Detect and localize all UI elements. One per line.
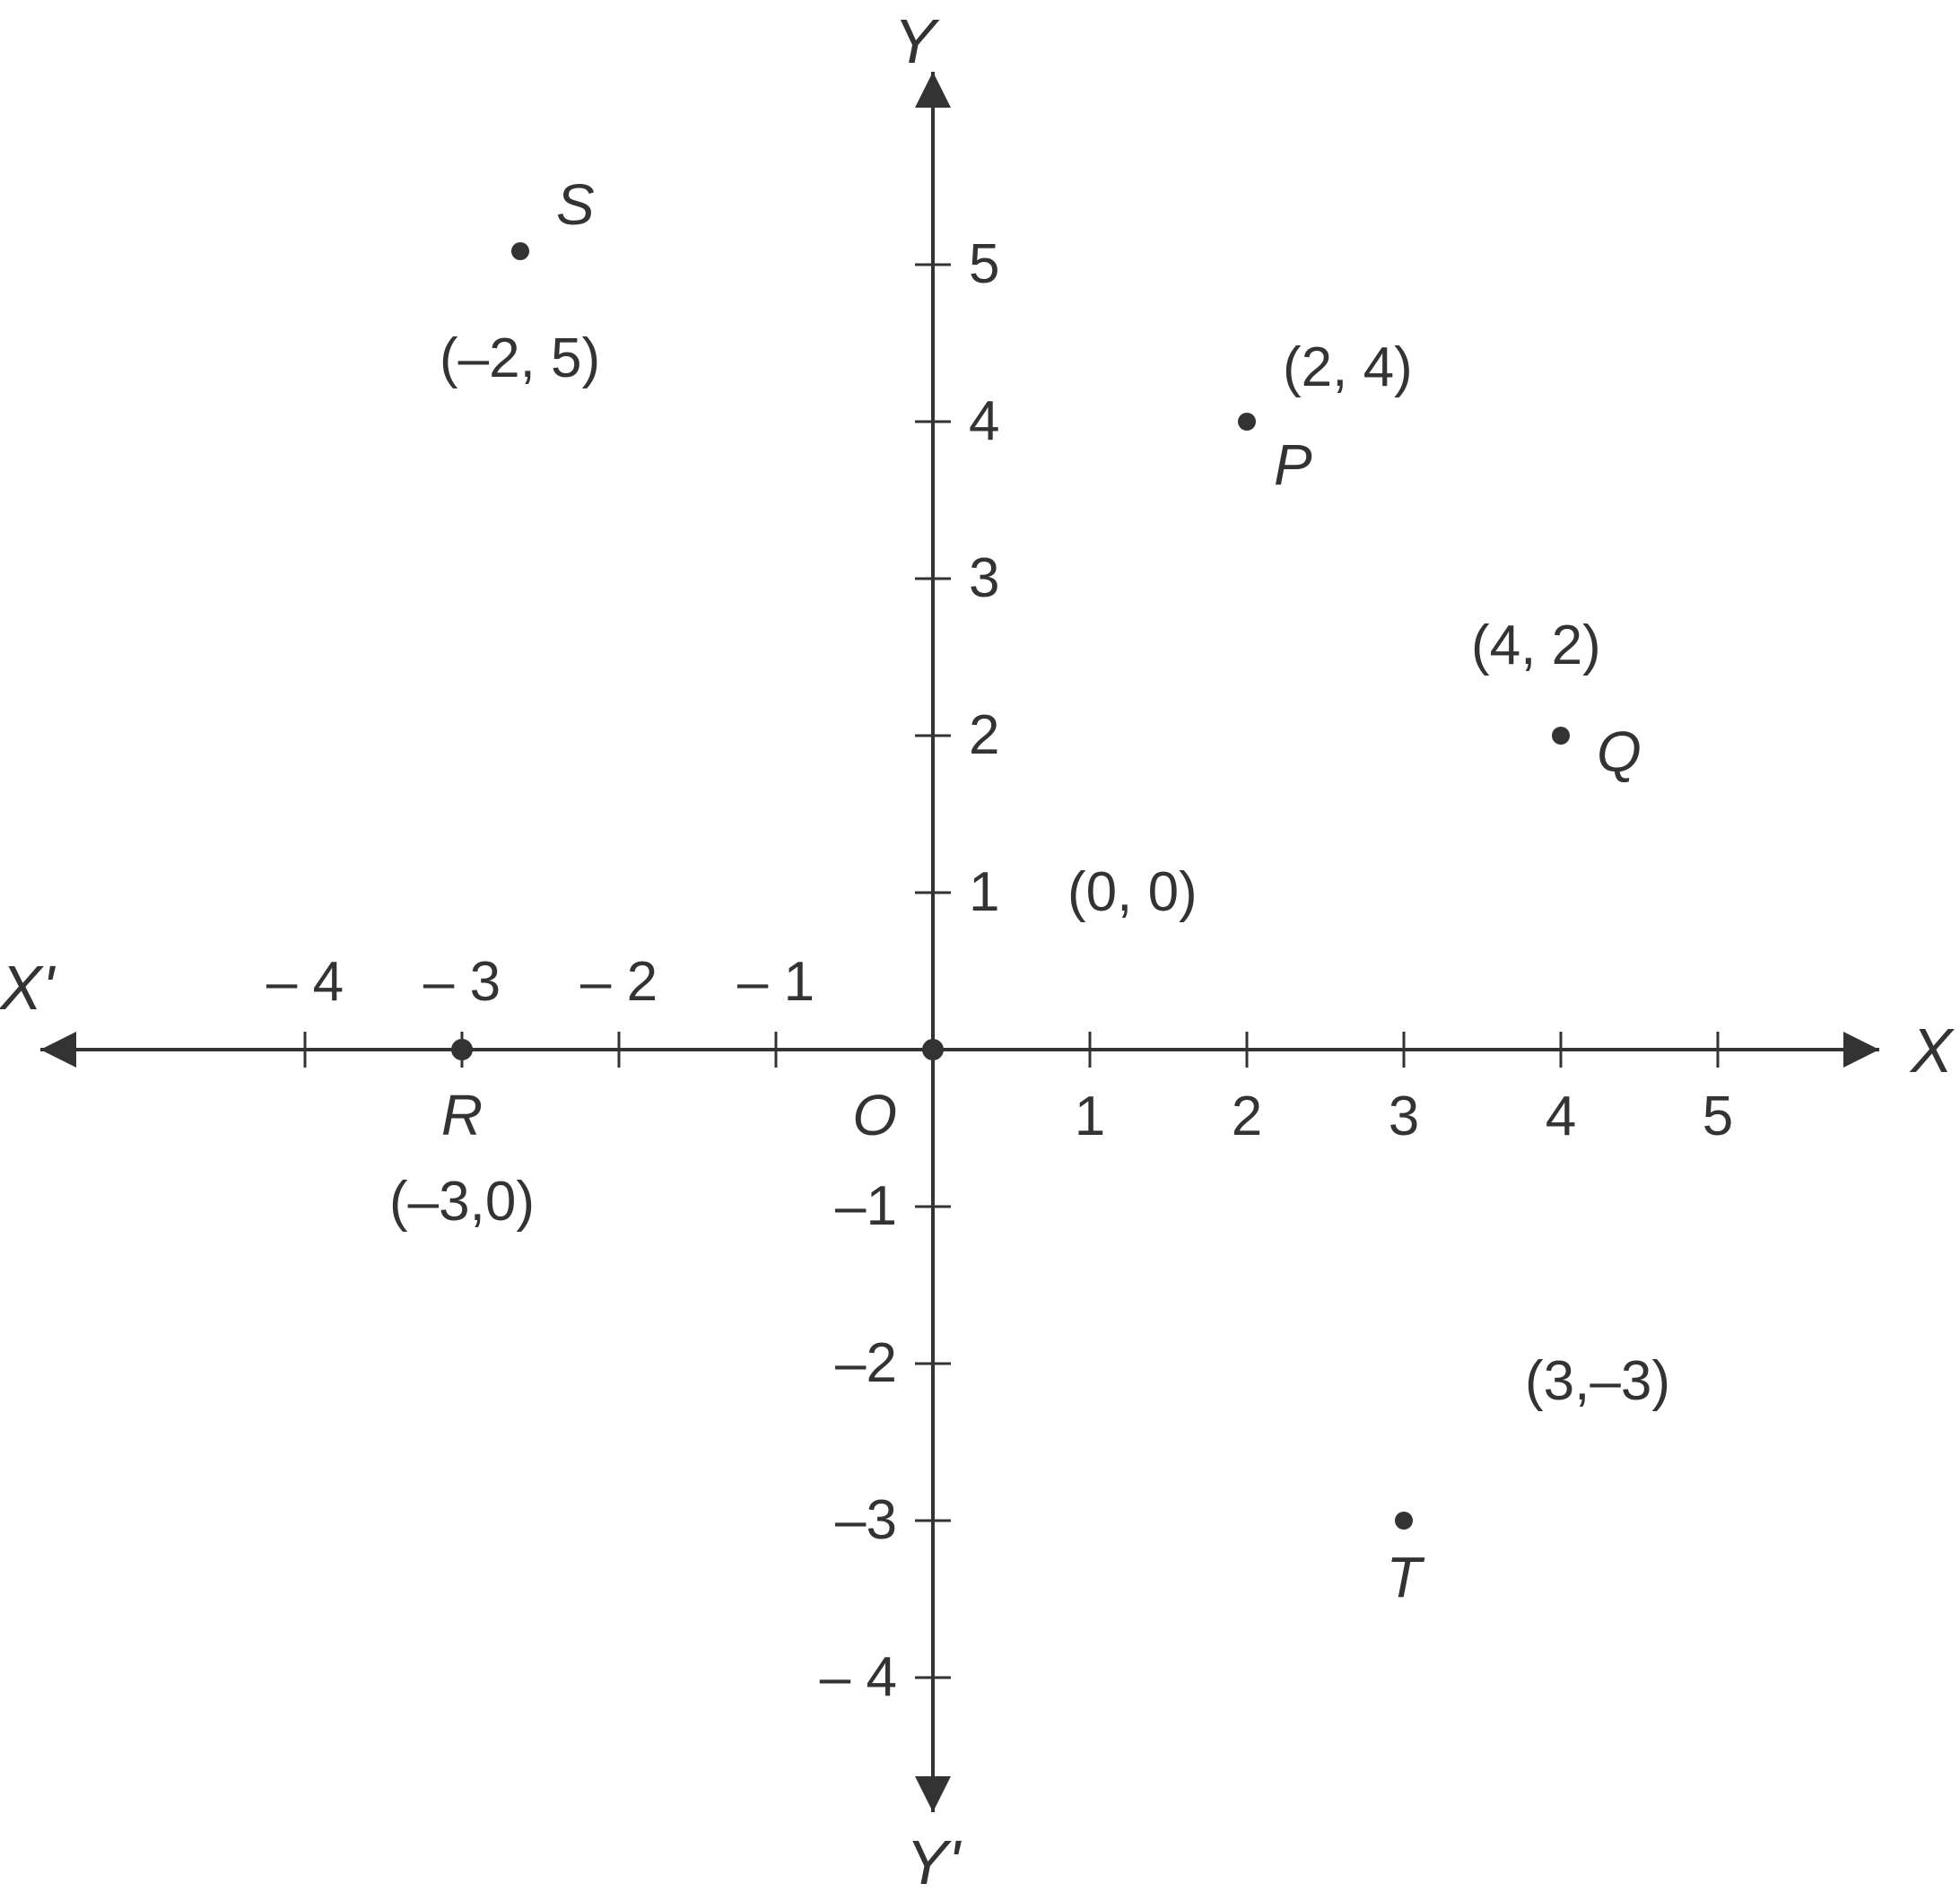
y-label-neg1: –1 bbox=[835, 1175, 897, 1237]
y-label-2: 2 bbox=[969, 704, 999, 766]
point-q-label: Q bbox=[1597, 719, 1642, 784]
origin-dot bbox=[922, 1039, 944, 1060]
y-label-neg3: –3 bbox=[835, 1489, 897, 1551]
y-label-1: 1 bbox=[969, 861, 999, 923]
point-p-label: P bbox=[1274, 432, 1312, 497]
y-axis-arrow-down bbox=[915, 1776, 951, 1812]
y-axis-label-negative: Y' bbox=[906, 1827, 963, 1888]
x-label-4: 4 bbox=[1546, 1086, 1576, 1147]
x-label-neg2: – 2 bbox=[580, 951, 658, 1013]
point-s-label: S bbox=[556, 172, 595, 237]
origin-coord-label: (0, 0) bbox=[1067, 861, 1198, 923]
x-label-2: 2 bbox=[1232, 1086, 1262, 1147]
x-label-1: 1 bbox=[1075, 1086, 1105, 1147]
y-label-4: 4 bbox=[969, 390, 999, 452]
chart-svg: 1 2 3 4 5 – 1 – 2 – 3 – 4 1 2 3 4 5 –1 –… bbox=[0, 0, 1960, 1888]
y-label-3: 3 bbox=[969, 547, 999, 609]
point-q-dot bbox=[1552, 727, 1570, 745]
point-r-coord: (–3,0) bbox=[389, 1171, 535, 1233]
x-label-neg3: – 3 bbox=[423, 951, 501, 1013]
point-r-dot bbox=[451, 1039, 473, 1060]
x-label-5: 5 bbox=[1703, 1086, 1733, 1147]
point-s-dot bbox=[511, 242, 529, 260]
point-s-coord: (–2, 5) bbox=[440, 327, 600, 389]
point-r-label: R bbox=[441, 1083, 483, 1147]
x-axis-arrow-left bbox=[40, 1032, 76, 1068]
point-t-label: T bbox=[1386, 1545, 1424, 1609]
y-label-5: 5 bbox=[969, 233, 999, 295]
origin-letter-label: O bbox=[852, 1083, 897, 1147]
point-q-coord: (4, 2) bbox=[1471, 615, 1601, 676]
x-axis-label-negative: X' bbox=[0, 953, 57, 1023]
point-t-coord: (3,–3) bbox=[1525, 1350, 1670, 1412]
coordinate-plane-chart: 1 2 3 4 5 – 1 – 2 – 3 – 4 1 2 3 4 5 –1 –… bbox=[0, 0, 1960, 1888]
y-axis-arrow-up bbox=[915, 72, 951, 108]
x-axis-arrow-right bbox=[1843, 1032, 1879, 1068]
y-axis-label-positive: Y bbox=[894, 6, 940, 76]
y-label-neg2: –2 bbox=[835, 1332, 897, 1394]
x-label-3: 3 bbox=[1389, 1086, 1419, 1147]
point-t-dot bbox=[1395, 1512, 1413, 1530]
point-p-dot bbox=[1238, 413, 1256, 431]
x-label-neg1: – 1 bbox=[737, 951, 814, 1013]
x-label-neg4: – 4 bbox=[266, 951, 344, 1013]
x-axis-label-positive: X bbox=[1909, 1016, 1955, 1086]
y-label-neg4: – 4 bbox=[820, 1646, 897, 1708]
point-p-coord: (2, 4) bbox=[1283, 336, 1413, 398]
